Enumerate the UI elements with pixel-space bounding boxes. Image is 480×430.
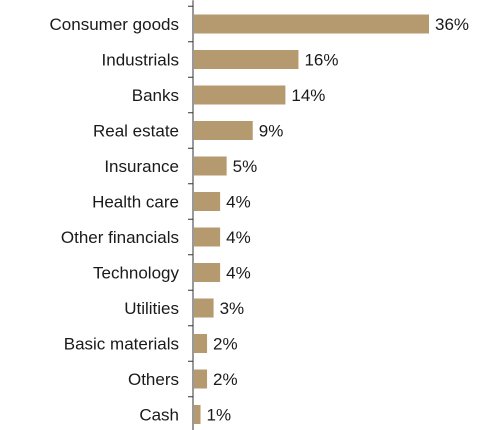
category-label: Utilities bbox=[124, 299, 179, 318]
category-label: Health care bbox=[92, 193, 179, 212]
value-label: 4% bbox=[226, 228, 251, 247]
value-labels: 36% 16% 14% 9%5% 4% 4% 4% 3% 2% 2% 1% bbox=[207, 15, 470, 425]
value-label: 5% bbox=[233, 157, 258, 176]
category-label: Insurance bbox=[104, 157, 179, 176]
bar-banks bbox=[194, 85, 286, 105]
bar-other-financials bbox=[194, 227, 221, 247]
value-label: 14% bbox=[291, 86, 325, 105]
value-label: 36% bbox=[435, 15, 469, 34]
bar-cash bbox=[194, 405, 201, 424]
value-label: 1% bbox=[207, 406, 232, 425]
bar-insurance bbox=[194, 156, 227, 176]
category-label: Cash bbox=[139, 406, 179, 425]
category-label: Industrials bbox=[102, 51, 179, 70]
bar-industrials bbox=[194, 50, 299, 69]
value-label: 4% bbox=[226, 193, 251, 212]
category-label: Technology bbox=[93, 264, 180, 283]
bar-others bbox=[194, 369, 208, 389]
category-label: Basic materials bbox=[64, 335, 179, 354]
value-label: 2% bbox=[213, 370, 238, 389]
bars bbox=[194, 14, 429, 424]
value-label: 3% bbox=[220, 299, 245, 318]
category-label: Others bbox=[128, 370, 179, 389]
category-label: Consumer goods bbox=[50, 15, 179, 34]
bar-consumer-goods bbox=[194, 14, 429, 34]
bar-utilities bbox=[194, 298, 214, 318]
y-axis bbox=[188, 0, 194, 430]
bar-real-estate bbox=[194, 121, 253, 140]
value-label: 16% bbox=[304, 51, 338, 70]
bar-basic-materials bbox=[194, 334, 208, 353]
category-label: Real estate bbox=[93, 122, 179, 141]
category-label: Other financials bbox=[61, 228, 179, 247]
bar-health-care bbox=[194, 192, 221, 211]
value-label: 4% bbox=[226, 264, 251, 283]
value-label: 2% bbox=[213, 335, 238, 354]
bar-technology bbox=[194, 263, 221, 282]
category-label: Banks bbox=[132, 86, 179, 105]
category-labels: Consumer goods Industrials Banks Real estat… bbox=[50, 15, 180, 425]
value-label: 9% bbox=[259, 122, 284, 141]
